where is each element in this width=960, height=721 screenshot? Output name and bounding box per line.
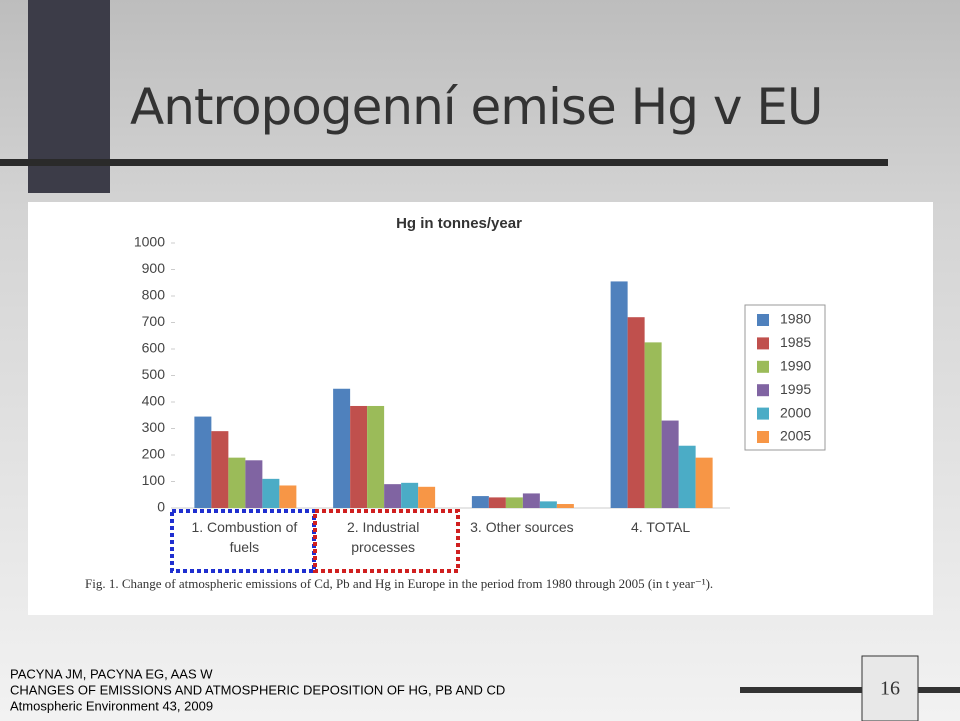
bar <box>471 496 489 508</box>
bar <box>610 281 628 508</box>
bar <box>678 445 696 508</box>
bar <box>367 405 385 508</box>
bar <box>384 484 402 508</box>
y-tick-label: 700 <box>142 313 166 329</box>
x-tick-label: 2. Industrial processes <box>346 519 420 555</box>
legend-swatch <box>757 360 769 373</box>
y-tick-label: 800 <box>142 287 166 303</box>
bar <box>245 460 263 508</box>
legend-box <box>744 304 826 451</box>
bar <box>505 497 523 508</box>
highlight-box <box>170 509 316 573</box>
y-tick-label: 500 <box>142 366 166 382</box>
legend-swatch <box>757 314 769 326</box>
y-tick-label: 100 <box>142 472 166 488</box>
bar <box>695 457 713 508</box>
bar <box>488 497 506 508</box>
x-tick-label: 3. Other sources <box>470 519 574 535</box>
slide-title: Antropogenní emise Hg v EU <box>130 78 824 136</box>
bar <box>350 405 368 508</box>
y-tick-label: 200 <box>142 446 166 462</box>
y-tick-label: 600 <box>142 340 166 356</box>
citation-line: CHANGES OF EMISSIONS AND ATMOSPHERIC DEP… <box>10 682 505 697</box>
legend-label: 1980 <box>780 311 811 327</box>
bar <box>556 504 574 508</box>
bar <box>333 388 351 508</box>
legend-swatch <box>757 337 769 350</box>
legend-label: 1990 <box>780 358 811 374</box>
y-tick-label: 900 <box>142 260 166 276</box>
bar <box>228 457 246 508</box>
legend-label: 2005 <box>780 428 811 444</box>
legend-label: 2000 <box>780 404 811 420</box>
figure-caption: Fig. 1. Change of atmospheric emissions … <box>85 576 713 591</box>
bar <box>194 416 212 508</box>
legend-swatch <box>757 407 769 420</box>
bar <box>279 485 297 508</box>
x-tick-label: 1. Combustion of fuels <box>191 519 298 555</box>
y-tick-label: 0 <box>157 499 165 515</box>
bar <box>661 420 679 508</box>
page-box <box>861 655 919 721</box>
bar <box>627 317 645 508</box>
bar <box>401 482 419 508</box>
legend-label: 1985 <box>780 334 811 350</box>
bar <box>522 493 540 508</box>
bar <box>211 431 229 508</box>
title-rule <box>0 159 888 166</box>
legend-swatch <box>757 384 769 397</box>
bar <box>418 486 436 508</box>
citation-line: Atmospheric Environment 43, 2009 <box>10 698 213 713</box>
citation-line: PACYNA JM, PACYNA EG, AAS W <box>10 666 213 681</box>
y-tick-label: 300 <box>142 419 166 435</box>
bar <box>539 501 557 508</box>
page-number: 16 <box>880 678 900 700</box>
legend-swatch <box>757 431 769 443</box>
bar <box>644 342 662 508</box>
y-tick-label: 1000 <box>134 234 165 250</box>
bar <box>262 478 280 508</box>
highlight-box <box>313 509 460 573</box>
y-tick-label: 400 <box>142 393 166 409</box>
legend-label: 1995 <box>780 381 811 397</box>
x-tick-label: 4. TOTAL <box>631 519 691 535</box>
chart-title: Hg in tonnes/year <box>396 215 522 232</box>
